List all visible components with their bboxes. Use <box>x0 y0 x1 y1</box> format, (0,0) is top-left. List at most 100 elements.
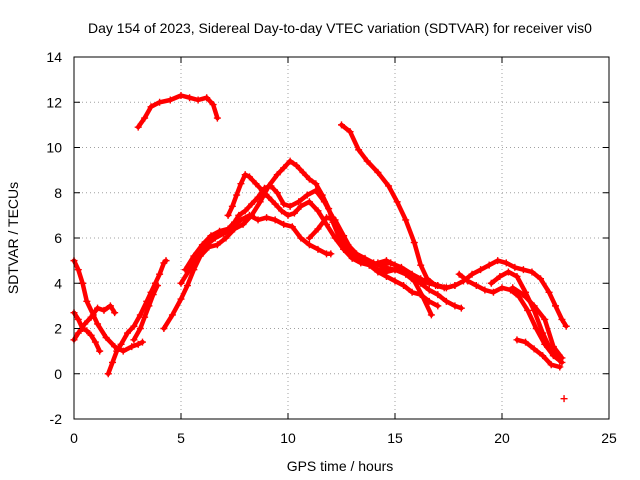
data-point <box>417 291 425 299</box>
data-point <box>417 261 425 269</box>
data-point <box>156 98 164 106</box>
data-point <box>267 182 275 190</box>
x-tick-label: 10 <box>280 430 296 446</box>
data-point <box>130 336 138 344</box>
data-point <box>485 261 493 269</box>
data-point <box>233 191 241 199</box>
data-point <box>305 198 313 206</box>
data-point <box>502 259 510 267</box>
data-point <box>410 239 418 247</box>
data-point <box>254 216 262 224</box>
data-point <box>166 96 174 104</box>
data-point <box>237 180 245 188</box>
series-trace-line <box>510 285 565 361</box>
data-point <box>254 193 262 201</box>
data-point <box>194 96 202 104</box>
data-point <box>104 370 112 378</box>
data-point <box>237 216 245 224</box>
data-point <box>138 338 146 346</box>
data-point <box>547 347 555 355</box>
axis-ticks: 0 5 10 15 20 25 -2 0 2 4 6 8 10 12 14 <box>46 49 617 446</box>
data-point <box>477 266 485 274</box>
series-trace-8 <box>160 157 570 332</box>
data-point <box>130 322 138 330</box>
data-point <box>136 325 144 332</box>
data-point <box>100 306 108 314</box>
data-point <box>331 216 339 224</box>
series-trace-line <box>71 303 117 343</box>
data-point <box>119 347 127 355</box>
data-point <box>425 279 433 287</box>
series-trace-7 <box>130 282 161 344</box>
data-point <box>434 291 442 299</box>
data-point <box>472 282 480 290</box>
data-point <box>303 191 311 199</box>
data-point <box>522 338 530 346</box>
series-trace-5 <box>70 302 119 344</box>
series-trace-13 <box>340 239 442 310</box>
data-point <box>338 121 345 129</box>
data-point <box>400 268 408 276</box>
data-point <box>134 123 142 131</box>
data-point <box>539 352 547 360</box>
data-point <box>340 239 348 247</box>
data-point <box>468 270 476 278</box>
data-point <box>297 202 305 210</box>
series-trace-4 <box>70 309 104 355</box>
data-point <box>562 322 570 330</box>
data-point <box>271 216 279 224</box>
data-point <box>299 168 307 176</box>
data-point <box>248 200 256 208</box>
data-point <box>558 354 566 362</box>
data-point <box>494 257 502 265</box>
data-point <box>464 277 472 285</box>
data-point <box>286 202 294 210</box>
data-point <box>530 302 538 310</box>
y-tick-label: 2 <box>54 321 62 337</box>
data-point <box>408 275 416 283</box>
data-point <box>235 211 243 219</box>
data-point <box>382 272 390 280</box>
data-point <box>222 234 230 242</box>
data-point <box>124 329 131 337</box>
data-point <box>545 288 553 296</box>
x-tick-label: 25 <box>601 430 617 446</box>
data-point <box>374 268 382 276</box>
data-point <box>278 207 286 215</box>
data-point <box>117 340 125 348</box>
data-point <box>94 304 102 312</box>
data-point <box>74 329 82 337</box>
data-point <box>305 241 313 249</box>
data-point <box>153 282 161 290</box>
data-point <box>245 173 253 181</box>
data-point <box>113 347 121 355</box>
data-point <box>539 329 547 337</box>
data-point <box>87 313 95 321</box>
y-tick-label: 6 <box>54 230 62 246</box>
series-trace-1 <box>134 91 221 131</box>
data-point <box>203 241 211 249</box>
series-trace-line <box>178 213 334 286</box>
series-trace-14 <box>455 270 566 366</box>
data-point <box>194 252 202 260</box>
data-point <box>331 234 339 242</box>
data-point <box>145 302 153 310</box>
data-point <box>327 250 335 258</box>
data-point <box>109 358 117 366</box>
data-point <box>374 259 382 267</box>
data-point <box>186 94 194 102</box>
data-point <box>314 245 322 253</box>
series-trace-16 <box>509 284 566 362</box>
data-point <box>213 241 221 249</box>
data-point <box>348 248 356 256</box>
data-point <box>265 193 273 201</box>
data-point <box>363 157 371 165</box>
data-point <box>528 268 536 276</box>
data-point <box>293 162 301 170</box>
data-point <box>451 302 459 310</box>
data-point <box>400 282 408 290</box>
data-point <box>256 198 264 206</box>
chart-title: Day 154 of 2023, Sidereal Day-to-day VTE… <box>88 20 592 36</box>
data-point <box>203 94 211 102</box>
data-point <box>355 146 363 154</box>
